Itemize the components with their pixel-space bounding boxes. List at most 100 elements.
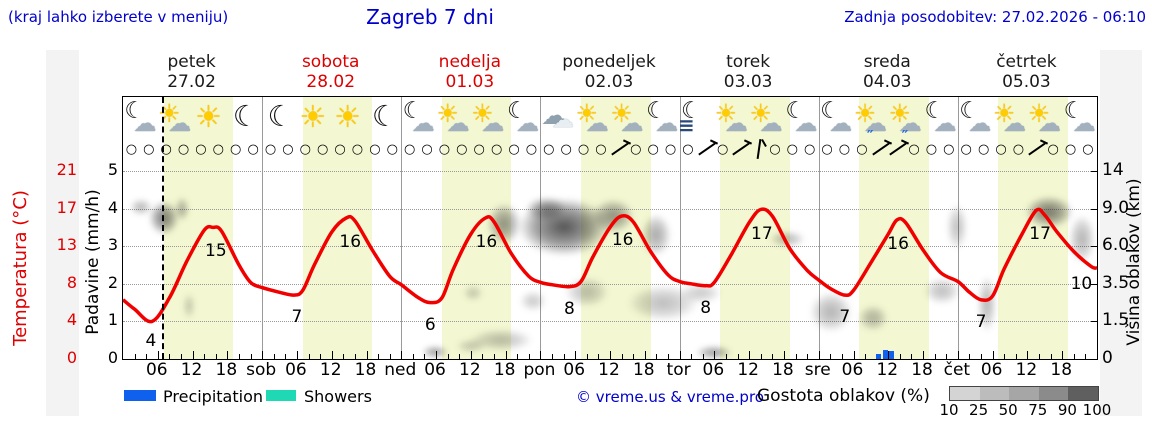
moon-cloud-glyph: ☾ [785, 98, 806, 124]
time-tick [343, 354, 345, 359]
chart-plot-area: ☾ ☁ ☀ ☁ ☀ ☾ ☾ ☀ ☀ ☾ ☾ ☁ ☀ ☁ ☀ ☁ ☾ ☁ ☁ ☁ ☀ ☁ ☀ ☁ ☾ ☁ ☾ ≡ ☀ ☁ ☀ ☁ ☾ ☁ ☾ ☁ ☀ ☁ ″ ☀… [122, 96, 1098, 360]
time-tick [470, 351, 472, 359]
time-tick [818, 351, 820, 359]
sun-cloud-glyph: ☁ [724, 111, 748, 137]
temp-axis-tick-label: 17 [56, 197, 77, 217]
time-tick [749, 351, 751, 359]
cloud-density-swatch [1068, 387, 1098, 400]
time-label: 06 [980, 360, 1003, 380]
day-name: torek [726, 52, 771, 72]
sun-cloud-glyph: ☁ [759, 111, 783, 137]
cloud-blob [463, 285, 484, 302]
sun-cloud-rain-glyph: ☀ [888, 99, 912, 128]
sky-cover-circle: ○ [595, 142, 607, 157]
time-tick [1062, 351, 1064, 359]
cloud-axis-tick-label: 3.5 [1102, 272, 1130, 293]
cloud-axis-tick [1091, 283, 1097, 285]
temp-curve-label: 16 [611, 230, 634, 251]
moon-cloud-glyph: ☾ [646, 98, 667, 124]
sky-cover-circle: ○ [786, 142, 798, 157]
day-name: sreda [863, 52, 911, 72]
weather-icon-sun: ☀ [329, 99, 369, 141]
sun-cloud-glyph: ☀ [610, 99, 633, 128]
time-tick [378, 354, 380, 359]
sky-cover-circle: ○ [438, 142, 451, 157]
precip-bar [889, 351, 895, 359]
last-update-label: Zadnja posodobitev: 27.02.2026 - 06:10 [844, 8, 1146, 26]
day-header: nedelja 01.03 [400, 52, 539, 92]
cloud-blob [809, 292, 852, 332]
time-label: 12 [459, 360, 481, 380]
time-tick [227, 351, 229, 359]
temp-curve-label: 7 [291, 307, 303, 328]
weather-icon-sun-cloud: ☀ ☁ [468, 99, 508, 141]
sun-glyph: ☀ [299, 100, 327, 135]
gridline [123, 171, 1097, 172]
sky-cover-circle: ○ [560, 142, 572, 157]
time-label: pon [523, 360, 556, 380]
time-tick [192, 351, 194, 359]
moon-cloud-glyph: ☾ [1063, 98, 1085, 124]
time-tick [146, 354, 148, 359]
time-tick [1073, 354, 1075, 359]
time-tick [134, 354, 136, 359]
time-tick [285, 354, 287, 359]
cloud-blob [695, 345, 732, 359]
time-label: 18 [215, 360, 238, 380]
weather-icon-moon-cloud: ☾ ☁ [1060, 99, 1100, 141]
moon-glyph: ☾ [267, 99, 294, 133]
sky-cover-circle: ○ [212, 142, 224, 157]
cloud-blob [681, 283, 722, 304]
time-tick [598, 354, 600, 359]
sky-cover-circle: ○ [386, 142, 398, 157]
sun-cloud-rain-glyph: ☀ [853, 99, 877, 128]
time-tick [482, 354, 484, 359]
day-separator [679, 97, 681, 359]
sky-cover-circle: ○ [1064, 142, 1077, 157]
time-tick [401, 351, 403, 359]
temp-curve-label: 10 [1070, 274, 1093, 294]
sun-cloud-rain-glyph: ″ [901, 127, 909, 145]
moon-cloud-glyph: ☾ [402, 98, 424, 124]
current-time-marker [161, 97, 164, 359]
sun-cloud-glyph: ☀ [575, 99, 599, 128]
cloud-blob [469, 329, 533, 352]
cloud-blob [455, 338, 486, 353]
time-tick [969, 354, 971, 359]
precip-bar [882, 350, 888, 359]
time-tick [1015, 354, 1017, 359]
time-label: 06 [563, 360, 586, 380]
time-tick [946, 354, 948, 359]
cloud-density-swatch [1038, 387, 1069, 400]
location-hint[interactable]: (kraj lahko izberete v meniju) [8, 8, 229, 26]
sky-cover-circle: ○ [230, 142, 242, 157]
sky-cover-circle: ○ [1082, 142, 1094, 157]
time-tick [412, 354, 414, 359]
cloud-blob [421, 346, 448, 359]
precip-axis-tick-label: 5 [107, 160, 118, 179]
time-tick [586, 354, 588, 359]
cloud-axis-tick [1091, 208, 1097, 210]
day-separator [818, 97, 820, 359]
moon-cloud-glyph: ☾ [507, 98, 528, 124]
sun-cloud-glyph: ☀ [714, 99, 738, 128]
cloud-blob [626, 284, 699, 321]
right-axis-strip [1100, 50, 1142, 416]
weather-icon-moon-cloud: ☾ ☁ [816, 99, 856, 141]
moon-cloud-glyph: ☁ [516, 111, 540, 137]
sky-cover-circle: ○ [960, 142, 972, 157]
time-tick [308, 354, 310, 359]
time-label: 12 [1015, 360, 1038, 380]
sky-cover-circle: ○ [282, 142, 294, 157]
left-axis-strip [46, 50, 79, 416]
time-label: čet [943, 360, 971, 380]
temp-curve-label: 16 [339, 232, 362, 252]
day-name: sobota [301, 52, 360, 72]
temp-axis-tick-label: 4 [66, 310, 77, 330]
sun-cloud-glyph: ☀ [993, 99, 1016, 128]
showers-label: Showers [304, 387, 372, 406]
copyright-link[interactable]: © vreme.us & vreme.pro [576, 388, 764, 406]
time-label: sob [246, 360, 277, 380]
sky-cover-circle: ○ [317, 142, 329, 157]
precip-bar [875, 354, 881, 359]
